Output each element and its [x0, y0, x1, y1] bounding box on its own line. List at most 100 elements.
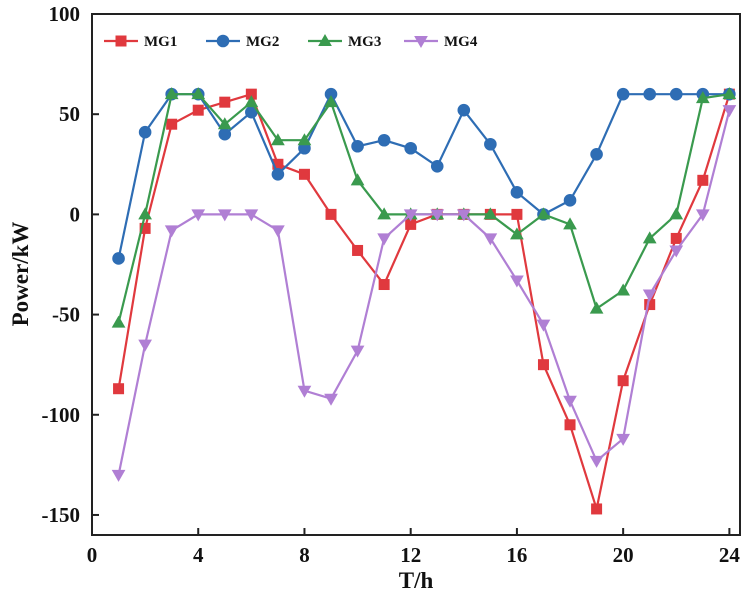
data-point-mg3 — [695, 91, 710, 104]
series-line-mg3 — [117, 93, 730, 323]
series-layer — [111, 87, 737, 515]
data-point-mg4 — [536, 319, 551, 332]
data-point-mg1 — [325, 208, 337, 220]
data-point-mg4 — [244, 209, 259, 222]
data-point-mg1 — [113, 383, 125, 395]
data-point-mg2 — [377, 133, 391, 147]
legend-item-mg2: MG2 — [206, 34, 279, 50]
legend-item-mg1: MG1 — [104, 34, 177, 50]
data-point-mg3 — [642, 231, 657, 244]
data-point-mg1 — [298, 168, 310, 180]
data-point-mg2 — [616, 87, 630, 101]
data-point-mg2 — [112, 252, 125, 265]
data-point-mg1 — [670, 232, 682, 244]
data-point-mg3 — [563, 217, 577, 230]
data-point-mg4 — [695, 209, 710, 222]
series-line-mg2 — [117, 91, 730, 259]
data-point-mg4 — [377, 233, 391, 246]
data-point-mg2 — [643, 87, 657, 101]
data-point-mg4 — [111, 469, 126, 482]
data-point-mg2 — [404, 141, 417, 155]
x-tick-label: 16 — [506, 543, 527, 567]
data-point-mg2 — [430, 159, 444, 173]
data-point-mg3 — [324, 95, 338, 108]
data-point-mg1 — [378, 279, 390, 291]
data-point-mg3 — [350, 173, 365, 186]
data-point-mg2 — [457, 103, 471, 117]
data-point-mg4 — [191, 209, 206, 222]
legend-item-mg3: MG3 — [308, 33, 381, 50]
series-mg2 — [112, 87, 736, 265]
y-tick-label: 50 — [59, 102, 80, 126]
y-tick-label: -150 — [42, 503, 81, 527]
series-mg1 — [113, 88, 735, 515]
data-point-mg4 — [271, 225, 285, 238]
data-point-mg3 — [377, 207, 391, 220]
series-line-mg4 — [117, 109, 731, 476]
data-point-mg1 — [537, 359, 549, 371]
legend-label: MG2 — [246, 34, 279, 50]
x-tick-label: 20 — [613, 543, 634, 567]
data-point-mg1 — [139, 222, 151, 234]
y-tick-label: 0 — [70, 202, 81, 226]
data-point-mg4 — [324, 393, 338, 406]
legend-label: MG3 — [348, 34, 381, 50]
data-point-mg4 — [430, 209, 445, 222]
data-point-mg3 — [138, 207, 152, 220]
data-point-mg3 — [722, 87, 737, 100]
series-mg4 — [111, 105, 737, 482]
legend-marker — [115, 35, 127, 47]
x-tick-label: 8 — [299, 543, 310, 567]
data-point-mg4 — [616, 433, 631, 446]
y-tick-label: -100 — [42, 403, 81, 427]
data-point-mg2 — [271, 168, 285, 181]
data-point-mg3 — [164, 87, 179, 100]
data-point-mg3 — [536, 207, 551, 220]
y-tick-label: 100 — [49, 2, 81, 26]
data-point-mg4 — [403, 209, 418, 222]
data-point-mg3 — [217, 117, 232, 130]
data-point-mg4 — [217, 209, 232, 222]
data-point-mg1 — [192, 104, 204, 116]
data-point-mg3 — [191, 87, 206, 100]
data-point-mg4 — [563, 395, 577, 408]
data-point-mg3 — [111, 315, 126, 328]
data-point-mg4 — [722, 105, 737, 118]
data-point-mg1 — [564, 419, 576, 431]
data-point-mg4 — [297, 385, 312, 398]
data-point-mg2 — [510, 186, 524, 199]
data-point-mg3 — [244, 95, 259, 108]
x-tick-label: 12 — [400, 543, 421, 567]
y-tick-label: -50 — [52, 303, 80, 327]
data-point-mg1 — [352, 244, 364, 256]
plot-frame — [91, 13, 741, 536]
data-point-mg4 — [456, 209, 471, 222]
x-axis-label: T/h — [399, 568, 434, 593]
data-point-mg3 — [271, 133, 285, 146]
x-tick-label: 24 — [719, 543, 741, 567]
legend-item-mg4: MG4 — [404, 34, 478, 50]
data-point-mg4 — [510, 275, 524, 288]
data-point-mg1 — [591, 503, 603, 515]
data-point-mg1 — [166, 118, 178, 130]
data-point-mg4 — [669, 245, 684, 258]
data-point-mg2 — [138, 125, 152, 139]
data-point-mg1 — [617, 375, 629, 387]
x-tick-label: 0 — [87, 543, 98, 567]
data-point-mg3 — [483, 207, 498, 220]
data-point-mg1 — [511, 208, 523, 220]
data-point-mg4 — [164, 225, 179, 238]
legend-marker — [318, 33, 332, 46]
legend: MG1 MG2 MG3 MG4 — [104, 33, 478, 50]
legend-label: MG4 — [444, 34, 478, 50]
data-point-mg4 — [483, 233, 498, 246]
data-point-mg3 — [589, 301, 604, 314]
series-mg3 — [111, 87, 737, 328]
data-point-mg1 — [219, 96, 231, 108]
legend-marker — [414, 36, 428, 49]
axis-ticks: 0 4 8 12 16 20 24 100 50 0 -50 -100 -150 — [42, 2, 741, 567]
data-point-mg2 — [563, 194, 577, 207]
data-point-mg2 — [484, 137, 497, 151]
data-point-mg4 — [138, 339, 152, 352]
